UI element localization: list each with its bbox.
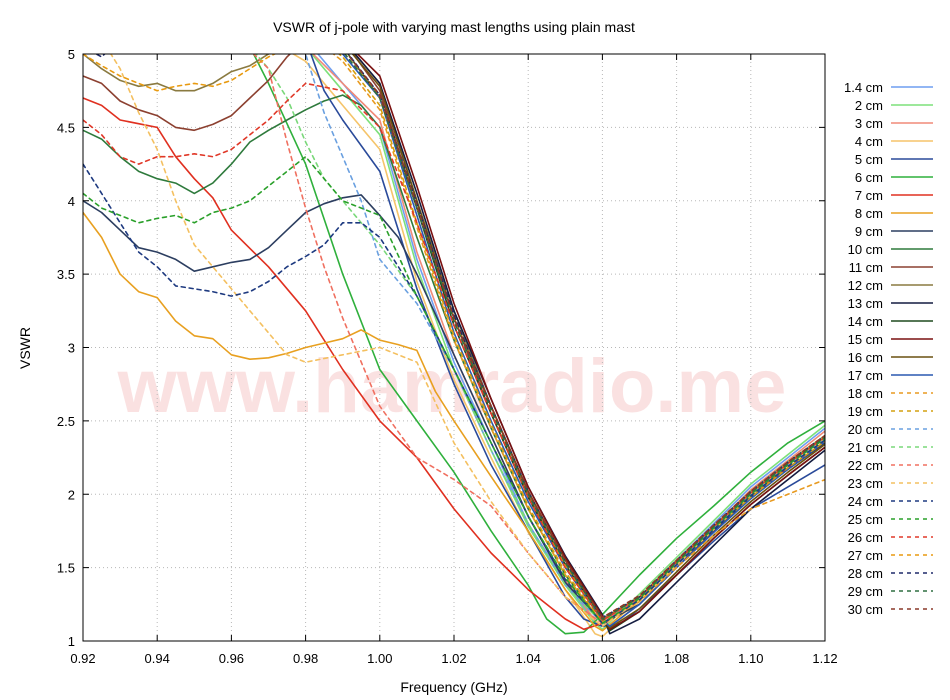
x-tick-label: 0.92: [70, 651, 95, 666]
y-axis-label: VSWR: [17, 327, 33, 369]
legend-label: 15 cm: [848, 332, 883, 347]
y-tick-label: 2: [68, 487, 75, 502]
x-tick-label: 1.04: [516, 651, 541, 666]
legend-label: 5 cm: [855, 152, 883, 167]
x-tick-label: 0.96: [219, 651, 244, 666]
series-line-26-cm: [83, 82, 825, 622]
legend-label: 27 cm: [848, 548, 883, 563]
y-tick-label: 1: [68, 634, 75, 649]
plot-area: [83, 54, 825, 638]
legend-label: 24 cm: [848, 494, 883, 509]
legend-label: 11 cm: [849, 260, 883, 275]
legend-label: 28 cm: [848, 566, 883, 581]
x-tick-label: 1.06: [590, 651, 615, 666]
legend-label: 3 cm: [855, 116, 883, 131]
legend-label: 2 cm: [855, 98, 883, 113]
series-line-29-cm: [343, 54, 825, 620]
legend-label: 19 cm: [848, 404, 883, 419]
y-tick-label: 5: [68, 47, 75, 62]
y-tick-label: 2.5: [57, 414, 75, 429]
series-line-5-cm: [310, 54, 825, 628]
series-line-15-cm: [356, 54, 825, 631]
y-tick-label: 3: [68, 341, 75, 356]
legend-label: 13 cm: [848, 296, 883, 311]
legend: 1.4 cm 2 cm 3 cm 4 cm 5 cm 6 cm 7 cm 8 cm 9 cm 10…: [844, 80, 933, 617]
x-tick-label: 1.08: [664, 651, 689, 666]
y-tick-label: 3.5: [57, 267, 75, 282]
legend-label: 9 cm: [855, 224, 883, 239]
series-line-25-cm: [83, 155, 825, 625]
legend-label: 21 cm: [848, 440, 883, 455]
legend-label: 26 cm: [848, 530, 883, 545]
legend-label: 7 cm: [855, 188, 883, 203]
legend-label: 16 cm: [848, 350, 883, 365]
legend-label: 17 cm: [848, 368, 883, 383]
axis-ticks: 0.92 0.94 0.96 0.98 1.00 1.02 1.04 1.06 1.08 1.10…: [57, 47, 838, 666]
series-line-18-cm: [332, 54, 825, 625]
legend-label: 1.4 cm: [844, 80, 883, 95]
legend-label: 20 cm: [848, 422, 883, 437]
y-tick-label: 4: [68, 194, 75, 209]
x-axis-label: Frequency (GHz): [400, 679, 507, 695]
x-tick-label: 1.10: [738, 651, 763, 666]
legend-label: 4 cm: [855, 134, 883, 149]
legend-label: 30 cm: [848, 602, 883, 617]
legend-label: 23 cm: [848, 476, 883, 491]
legend-label: 18 cm: [848, 386, 883, 401]
series-line-2-cm: [310, 54, 825, 631]
legend-label: 25 cm: [848, 512, 883, 527]
chart-title: VSWR of j-pole with varying mast lengths…: [273, 19, 635, 35]
series-line-6-cm: [252, 54, 825, 635]
y-tick-label: 1.5: [57, 561, 75, 576]
series-line-24-cm: [83, 163, 825, 625]
x-tick-label: 1.00: [367, 651, 392, 666]
legend-label: 22 cm: [848, 458, 883, 473]
series-line-17-cm: [341, 54, 825, 628]
x-tick-label: 1.12: [812, 651, 837, 666]
legend-label: 10 cm: [848, 242, 883, 257]
watermark-text: www.hamradio.me: [117, 344, 787, 429]
series-line-22-cm: [252, 54, 825, 625]
legend-label: 12 cm: [848, 278, 883, 293]
y-tick-label: 4.5: [57, 120, 75, 135]
series-line-30-cm: [346, 54, 825, 619]
legend-label: 14 cm: [848, 314, 883, 329]
x-tick-label: 0.98: [293, 651, 318, 666]
legend-label: 8 cm: [855, 206, 883, 221]
legend-label: 29 cm: [848, 584, 883, 599]
x-tick-label: 1.02: [441, 651, 466, 666]
legend-label: 6 cm: [855, 170, 883, 185]
x-tick-label: 0.94: [145, 651, 170, 666]
